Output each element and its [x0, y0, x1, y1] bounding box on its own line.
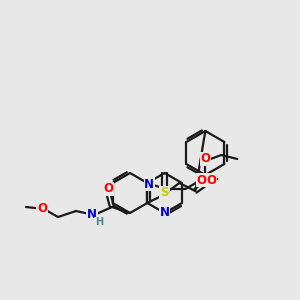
Text: N: N: [87, 208, 97, 221]
Text: O: O: [37, 202, 47, 214]
Text: O: O: [206, 173, 216, 187]
Text: H: H: [95, 217, 103, 227]
Text: O: O: [160, 187, 170, 200]
Text: N: N: [160, 206, 170, 218]
Text: O: O: [200, 152, 210, 166]
Text: O: O: [103, 182, 113, 196]
Text: N: N: [144, 178, 154, 190]
Text: O: O: [196, 173, 206, 187]
Text: S: S: [160, 187, 169, 200]
